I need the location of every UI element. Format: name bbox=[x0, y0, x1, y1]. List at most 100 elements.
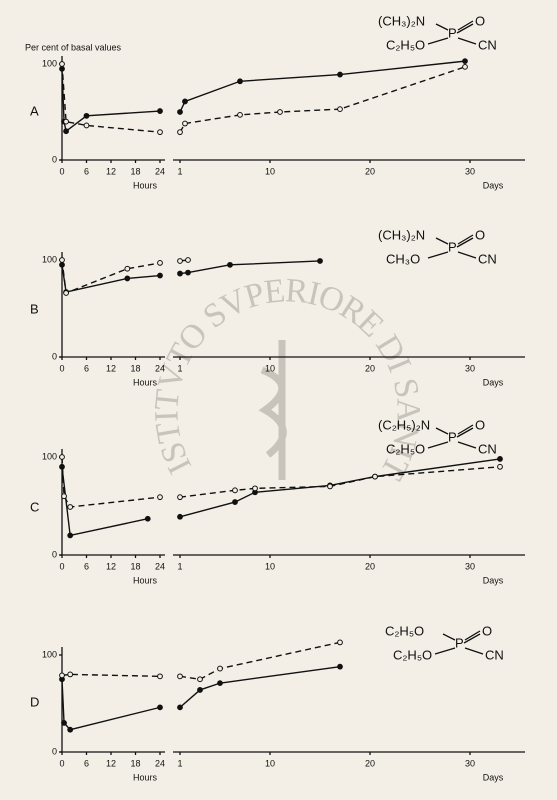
data-point bbox=[157, 108, 163, 114]
data-point bbox=[67, 532, 74, 539]
formula-text: CN bbox=[478, 251, 497, 266]
data-point bbox=[177, 704, 183, 711]
formula-text: (C₂H₅)₂N bbox=[378, 417, 430, 432]
data-line bbox=[179, 60, 466, 113]
x-tick-label: 24 bbox=[155, 561, 165, 571]
x-tick-label: 6 bbox=[84, 363, 89, 373]
data-point bbox=[177, 129, 183, 136]
data-point bbox=[337, 663, 343, 670]
formula-text: P bbox=[448, 429, 457, 444]
x-tick-label: 24 bbox=[155, 758, 165, 768]
data-point bbox=[63, 128, 69, 135]
data-line bbox=[179, 458, 501, 518]
data-point bbox=[497, 463, 503, 470]
data-point bbox=[63, 290, 69, 296]
bond bbox=[464, 647, 484, 655]
data-point bbox=[217, 665, 223, 672]
data-point bbox=[144, 515, 151, 522]
data-point bbox=[197, 676, 203, 683]
data-point bbox=[252, 485, 258, 492]
data-point bbox=[63, 118, 69, 125]
x-tick-label: 1 bbox=[177, 363, 182, 373]
data-point bbox=[83, 112, 90, 119]
panel-label: A bbox=[30, 103, 39, 118]
x-tick-label: 1 bbox=[177, 561, 182, 571]
formula-text: (CH₃)₂N bbox=[378, 227, 425, 242]
data-point bbox=[185, 269, 191, 276]
formula-text: O bbox=[482, 623, 492, 638]
x-axis-title: Hours bbox=[133, 575, 158, 585]
data-point bbox=[185, 257, 191, 263]
data-line bbox=[61, 63, 161, 133]
data-point bbox=[177, 270, 183, 277]
data-line bbox=[61, 68, 161, 133]
x-tick-label: 6 bbox=[84, 561, 89, 571]
data-point bbox=[83, 122, 90, 129]
data-line bbox=[61, 456, 161, 508]
x-tick-label: 20 bbox=[365, 758, 375, 768]
data-point bbox=[59, 257, 65, 263]
bond bbox=[442, 633, 456, 641]
formula-text: C₂H₅O bbox=[386, 37, 425, 52]
data-point bbox=[227, 261, 233, 268]
x-axis-title: Days bbox=[483, 772, 504, 782]
data-point bbox=[232, 499, 238, 505]
x-axis-title: Hours bbox=[133, 377, 158, 387]
bond bbox=[435, 427, 449, 435]
x-tick-label: 10 bbox=[265, 561, 275, 571]
bond bbox=[456, 23, 474, 34]
data-point bbox=[157, 272, 163, 279]
bond bbox=[434, 647, 456, 655]
x-tick-label: 0 bbox=[59, 363, 64, 373]
x-tick-label: 1 bbox=[177, 758, 182, 768]
x-tick-label: 6 bbox=[84, 166, 89, 176]
data-point bbox=[182, 120, 188, 127]
formula: (C₂H₅)₂N P O C₂H₅O CN bbox=[378, 417, 497, 456]
formula-text: CN bbox=[485, 647, 504, 662]
data-point bbox=[277, 109, 283, 115]
x-tick-label: 12 bbox=[106, 363, 116, 373]
x-axis-title: Hours bbox=[133, 180, 158, 190]
y-tick-label: 0 bbox=[52, 351, 57, 361]
data-point bbox=[337, 71, 343, 78]
x-tick-label: 30 bbox=[465, 561, 475, 571]
formula-text: P bbox=[448, 239, 457, 254]
formula-text: P bbox=[448, 25, 457, 40]
data-point bbox=[67, 671, 74, 678]
data-point bbox=[177, 513, 183, 520]
x-tick-label: 12 bbox=[106, 758, 116, 768]
watermark: ISTITVTO SVPERIORE DI SANITÀ bbox=[0, 0, 427, 486]
formula-text: C₂H₅O bbox=[385, 623, 424, 638]
x-tick-label: 20 bbox=[365, 363, 375, 373]
data-point bbox=[337, 106, 343, 113]
formula-text: CN bbox=[478, 37, 497, 52]
x-tick-label: 24 bbox=[155, 363, 165, 373]
formula-text: P bbox=[455, 635, 464, 650]
formula-text: O bbox=[475, 13, 485, 28]
y-tick-label: 0 bbox=[52, 549, 57, 559]
x-axis-title: Days bbox=[483, 377, 504, 387]
x-axis-title: Days bbox=[483, 180, 504, 190]
x-tick-label: 20 bbox=[365, 166, 375, 176]
panel-label: D bbox=[30, 694, 39, 709]
data-point bbox=[237, 78, 243, 85]
bond bbox=[457, 424, 474, 435]
data-point bbox=[197, 687, 203, 693]
x-tick-label: 24 bbox=[155, 166, 165, 176]
y-tick-label: 100 bbox=[42, 254, 57, 264]
bond bbox=[457, 20, 474, 31]
bond bbox=[456, 237, 474, 248]
data-point bbox=[217, 680, 223, 687]
data-point bbox=[61, 720, 67, 726]
data-point bbox=[462, 63, 468, 70]
bond bbox=[435, 23, 449, 31]
y-tick-label: 0 bbox=[52, 154, 57, 164]
y-tick-label: 100 bbox=[42, 58, 57, 68]
data-point bbox=[317, 258, 323, 264]
data-point bbox=[61, 493, 67, 500]
data-line bbox=[179, 641, 341, 680]
watermark-symbol bbox=[258, 340, 287, 480]
panel-label: B bbox=[30, 301, 39, 316]
data-point bbox=[157, 704, 163, 711]
